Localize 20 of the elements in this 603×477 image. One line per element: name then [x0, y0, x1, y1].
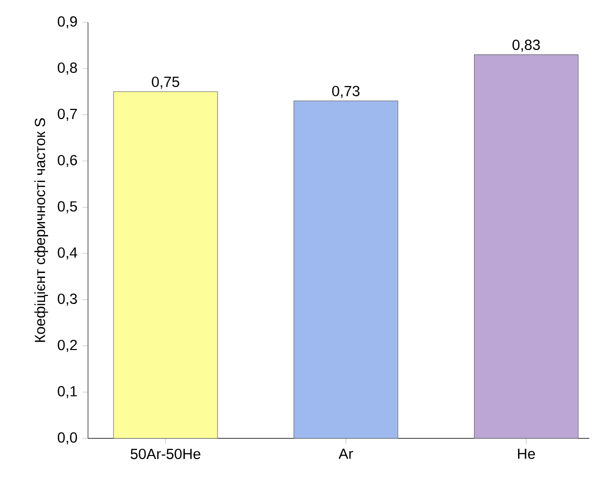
x-tick-label: He [518, 448, 535, 459]
x-tick-label: 50Ar-50He [130, 448, 200, 460]
x-tick-label: Ar [338, 448, 353, 459]
bar [294, 100, 398, 438]
y-tick-label: 0,4 [58, 247, 78, 260]
bar [474, 54, 578, 438]
y-tick-label: 0,6 [58, 154, 77, 168]
y-tick-label: 0,1 [58, 386, 77, 398]
y-tick-label: 0,5 [58, 201, 77, 214]
y-tick-label: 0,7 [58, 108, 77, 121]
y-axis-title: Коефіцієнт сферичності часток S [34, 118, 48, 342]
y-tick-label: 0,9 [58, 16, 77, 28]
data-label: 0,75 [152, 76, 180, 89]
y-tick-label: 0,2 [58, 340, 77, 352]
data-label: 0,83 [512, 40, 540, 52]
y-tick-label: 0,8 [58, 62, 77, 75]
bar [113, 91, 218, 438]
y-tick-label: 0,3 [58, 294, 77, 306]
data-label: 0,73 [332, 86, 360, 98]
y-tick-label: 0,0 [58, 432, 78, 444]
